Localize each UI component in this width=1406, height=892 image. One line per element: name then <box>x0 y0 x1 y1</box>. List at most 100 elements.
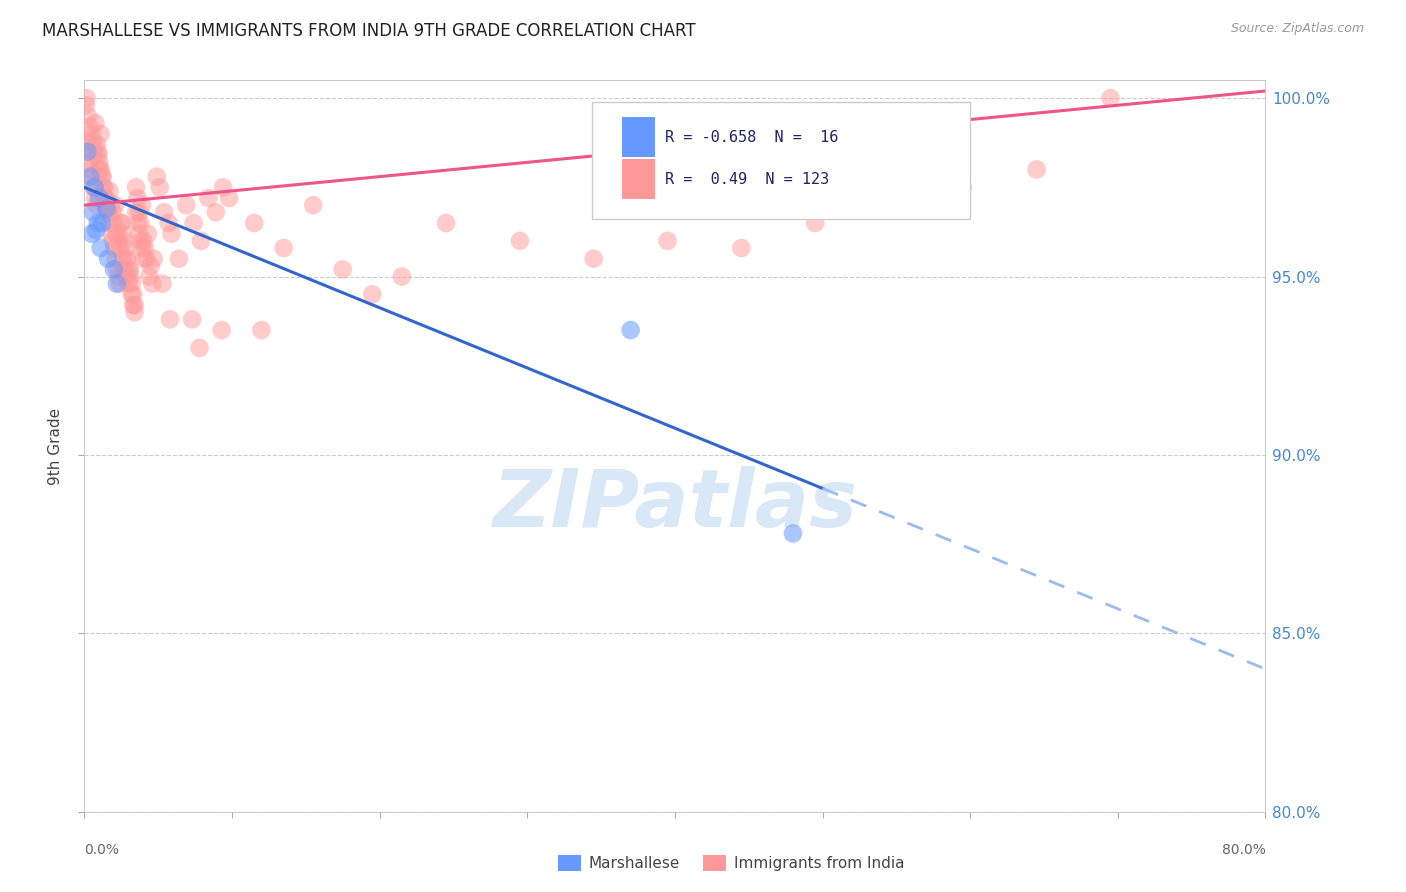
Point <box>108 241 131 255</box>
Point <box>153 205 176 219</box>
Point <box>83 180 105 194</box>
Point <box>391 269 413 284</box>
Point <box>332 262 354 277</box>
Point <box>96 198 118 212</box>
Point <box>160 227 183 241</box>
Point <box>125 180 148 194</box>
Text: 0.0%: 0.0% <box>84 843 120 857</box>
Point <box>782 526 804 541</box>
Point <box>112 227 135 241</box>
Point <box>96 198 118 212</box>
Point <box>804 216 827 230</box>
FancyBboxPatch shape <box>621 117 655 158</box>
Point <box>97 252 120 266</box>
Point <box>118 277 141 291</box>
Point <box>80 127 103 141</box>
Point <box>90 127 112 141</box>
Text: MARSHALLESE VS IMMIGRANTS FROM INDIA 9TH GRADE CORRELATION CHART: MARSHALLESE VS IMMIGRANTS FROM INDIA 9TH… <box>42 22 696 40</box>
Point <box>75 134 97 148</box>
Point <box>134 241 156 255</box>
Point <box>132 252 155 266</box>
Point <box>87 145 110 159</box>
Point <box>115 252 138 266</box>
Point <box>302 198 325 212</box>
Point <box>136 227 159 241</box>
Point <box>104 252 127 266</box>
Text: R = -0.658  N =  16: R = -0.658 N = 16 <box>665 130 839 145</box>
Point <box>212 180 235 194</box>
Point <box>141 277 163 291</box>
Point <box>120 269 142 284</box>
Point <box>582 252 605 266</box>
Point <box>98 216 121 230</box>
Point <box>107 234 129 248</box>
Point <box>77 155 100 169</box>
Point <box>181 312 204 326</box>
Text: 80.0%: 80.0% <box>1222 843 1265 857</box>
Point <box>243 216 266 230</box>
Point <box>145 169 167 184</box>
Point <box>84 191 107 205</box>
Point <box>110 216 132 230</box>
Point <box>82 205 104 219</box>
Legend: Marshallese, Immigrants from India: Marshallese, Immigrants from India <box>553 848 910 878</box>
Point <box>97 205 120 219</box>
Point <box>361 287 384 301</box>
Point <box>183 216 205 230</box>
Point <box>94 191 117 205</box>
Point <box>105 277 128 291</box>
Point <box>124 298 146 312</box>
FancyBboxPatch shape <box>621 159 655 199</box>
Point <box>80 169 103 184</box>
Point <box>75 98 97 112</box>
Point <box>96 202 118 216</box>
Point <box>135 252 157 266</box>
Point <box>128 205 150 219</box>
Point <box>82 134 104 148</box>
Point <box>112 262 135 277</box>
Point <box>101 234 124 248</box>
Point <box>91 216 114 230</box>
Point <box>190 234 212 248</box>
Point <box>89 155 111 169</box>
Point <box>129 216 152 230</box>
Y-axis label: 9th Grade: 9th Grade <box>48 408 63 484</box>
Point <box>877 198 900 212</box>
Point <box>103 216 125 230</box>
Point <box>730 241 752 255</box>
Point <box>174 198 197 212</box>
Point <box>211 323 233 337</box>
Point <box>273 241 295 255</box>
Point <box>115 241 138 255</box>
Point <box>139 259 162 273</box>
Point <box>94 191 117 205</box>
Point <box>159 312 181 326</box>
Point <box>114 269 136 284</box>
Point <box>142 252 165 266</box>
Point <box>108 277 131 291</box>
Point <box>86 216 108 230</box>
Point <box>127 216 149 230</box>
Point <box>121 287 143 301</box>
Point <box>138 269 160 284</box>
Point <box>89 162 111 177</box>
Text: ZIPatlas: ZIPatlas <box>492 466 858 543</box>
Point <box>101 205 124 219</box>
Point <box>91 169 114 184</box>
Point <box>127 191 149 205</box>
Point <box>98 184 121 198</box>
Point <box>120 262 142 277</box>
Point <box>131 241 153 255</box>
Point <box>149 180 172 194</box>
Point <box>79 162 101 177</box>
Point <box>83 180 105 194</box>
Point <box>84 116 107 130</box>
Point <box>90 162 112 177</box>
Point <box>197 191 219 205</box>
Point <box>204 205 226 219</box>
Point <box>93 180 115 194</box>
Point <box>93 180 115 194</box>
Point <box>83 145 105 159</box>
Point <box>103 262 125 277</box>
Point <box>77 109 100 123</box>
